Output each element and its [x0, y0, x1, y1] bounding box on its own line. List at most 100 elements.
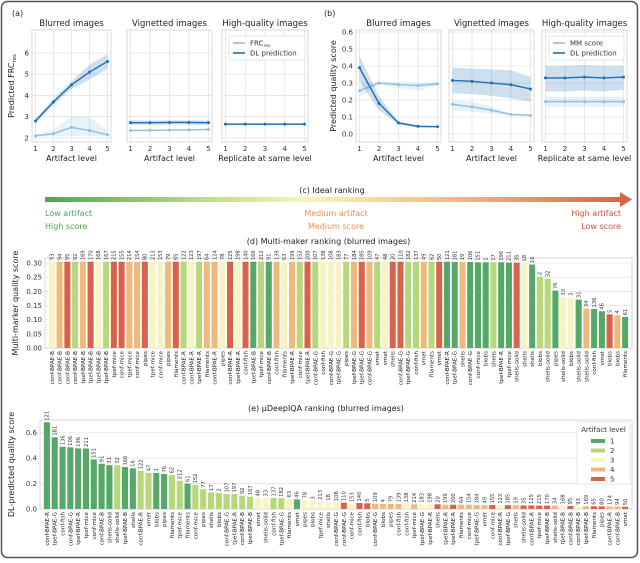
bar-id-label: 139	[274, 250, 280, 260]
reference-point	[529, 113, 532, 117]
bar-id-label: 213	[150, 250, 156, 260]
bar-id-label: 199	[443, 493, 449, 503]
subplot-high-quality-images: 1 2 3 4 5 High-quality images Replicate at sam…	[218, 19, 311, 163]
x-category-label: tpef-BPAE-R	[499, 351, 505, 384]
reference-point	[622, 100, 625, 104]
x-category-label: vmet	[375, 350, 381, 365]
ranking-arrow-head	[620, 192, 632, 207]
bar-id-label: 3	[569, 293, 575, 296]
x-category-label: tpef-BPAE-B	[123, 512, 129, 545]
legend-label: DL prediction	[250, 50, 297, 58]
x-category-label: tpef-BPAE-R	[443, 512, 449, 545]
x-category-label: tpef-mice	[412, 511, 418, 538]
bar-level-1	[75, 448, 82, 509]
reference-point	[416, 84, 420, 88]
x-category-label: conf-fish	[275, 351, 281, 375]
bar-level-4	[411, 504, 418, 509]
bar-level-4	[203, 261, 210, 348]
bar-id-label: 183	[336, 250, 342, 260]
reference-point	[436, 82, 439, 86]
bar-level-2	[374, 261, 381, 348]
x-axis-label: Artifact level	[46, 154, 97, 163]
y-tick-label: 2	[25, 134, 29, 142]
bar-level-4	[582, 506, 590, 509]
x-category-label: tpef-BPAE-G	[360, 351, 366, 384]
x-category-label: shells-solid	[107, 512, 113, 543]
bar-level-5	[358, 261, 365, 348]
x-tick-label: 5	[528, 145, 532, 153]
legend-box	[228, 35, 306, 61]
bar-id-label: 33	[263, 490, 269, 497]
reference-point	[70, 125, 73, 129]
x-tick-label: 4	[416, 145, 421, 153]
x-category-label: filaments	[459, 512, 465, 538]
dl-prediction-point	[148, 121, 152, 125]
bar-id-label: 46	[600, 303, 606, 310]
x-category-label: tpef-BPAE-B	[96, 351, 102, 384]
bar-id-label: 110	[398, 250, 404, 260]
bar-level-4	[442, 504, 449, 509]
bar-level-2	[312, 261, 319, 348]
y-axis-label: Multi-marker quality score	[11, 250, 20, 355]
bar-id-label: 50	[623, 499, 629, 506]
bar-id-label: 34	[584, 300, 590, 307]
bar-id-label: 33	[561, 289, 567, 296]
x-category-label: tpef-mice	[537, 511, 543, 538]
bar-level-2	[176, 480, 183, 509]
bar-level-3	[426, 504, 433, 509]
bar-level-3	[149, 261, 156, 348]
legend-label: DL prediction	[570, 50, 617, 58]
reference-point	[358, 89, 361, 93]
bar-level-3	[309, 500, 316, 509]
x-category-label: vmet	[146, 511, 152, 526]
bar-level-2	[412, 261, 419, 348]
x-category-label: tpef-BPAE-R	[306, 351, 312, 384]
ranking-gradient-bar	[45, 197, 623, 202]
bar-id-label: 211	[507, 251, 513, 261]
x-category-label: pipes	[220, 351, 226, 366]
x-tick-label: 2	[563, 145, 567, 153]
bar-level-1	[153, 473, 160, 509]
bar-id-label: 155	[490, 494, 496, 504]
x-tick-label: 4	[187, 145, 192, 153]
bar-id-label: 47	[375, 254, 381, 261]
bar-level-2	[405, 261, 412, 348]
x-category-label: conf-BPAE-G	[373, 512, 379, 546]
x-category-label: conf-BPAE-B	[568, 512, 574, 546]
dl-prediction-point	[224, 122, 227, 126]
x-category-label: conf-BPAE-G	[367, 351, 373, 385]
bar-id-label: 184	[352, 250, 358, 261]
bar-level-3	[319, 261, 327, 348]
bar-level-4	[387, 503, 394, 509]
bar-id-label: 197	[232, 483, 238, 493]
deepiqa-ranking-chart: (e) μDeepIQA ranking (blurred images) 0.0…	[7, 404, 633, 546]
reference-confidence-band	[452, 100, 531, 117]
reference-point	[88, 129, 91, 133]
x-category-label: tpef-mice	[507, 350, 513, 377]
bar-level-5	[606, 314, 613, 348]
bar-id-label: 153	[349, 492, 355, 502]
bar-id-label: 3	[310, 496, 316, 499]
bar-level-2	[215, 492, 222, 509]
bar-id-label: 79	[388, 496, 394, 503]
x-tick-label: 4	[509, 145, 514, 153]
bar-id-label: 181	[53, 426, 59, 436]
x-tick-label: 1	[33, 145, 37, 153]
bar-id-label: 32	[115, 457, 121, 464]
bar-level-5	[118, 261, 125, 348]
x-category-label: tpef-BPAE-B	[561, 512, 567, 545]
x-category-label: filaments	[170, 512, 176, 538]
x-category-label: pipes	[389, 512, 395, 527]
bar-level-2	[270, 497, 277, 509]
bar-id-label: 170	[545, 494, 551, 504]
x-category-label: conf-BPAE-R	[213, 351, 219, 385]
x-category-label: tpef-BPAE-R	[236, 351, 242, 384]
subplot-title: High-quality images	[542, 19, 628, 29]
bar-id-label: 35	[521, 497, 527, 504]
bar-level-5	[389, 261, 396, 348]
bar-id-label: 48	[256, 490, 262, 497]
x-category-label: shells-solid	[553, 512, 559, 543]
bar-id-label: 106	[468, 251, 474, 261]
legend-swatch	[591, 458, 605, 462]
bar-level-1	[529, 264, 536, 348]
